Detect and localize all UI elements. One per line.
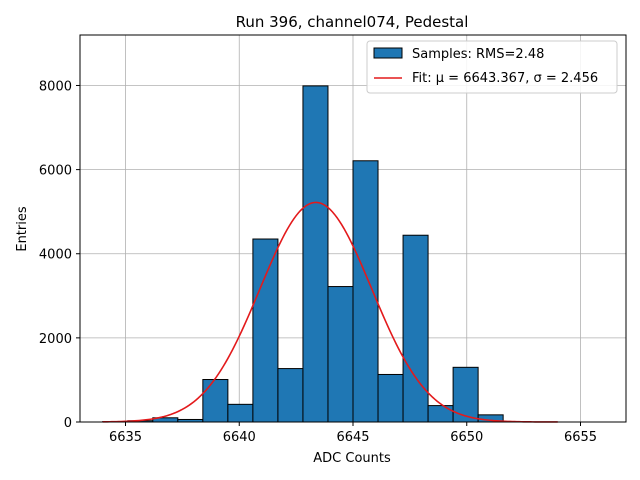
legend-histogram-label: Samples: RMS=2.48 bbox=[412, 47, 544, 62]
histogram-bar bbox=[402, 234, 429, 423]
x-axis-label: ADC Counts bbox=[313, 451, 391, 466]
histogram-bar bbox=[427, 405, 454, 423]
x-axis-ticks: 6635 6640 6645 6650 6655 bbox=[109, 422, 597, 445]
y-tick-label: 6000 bbox=[39, 164, 72, 179]
y-tick-label: 0 bbox=[64, 416, 72, 431]
y-tick-label: 2000 bbox=[39, 332, 72, 347]
histogram-bar bbox=[352, 160, 379, 423]
histogram-bar bbox=[252, 238, 279, 423]
y-axis-label: Entries bbox=[15, 206, 30, 252]
histogram-bar bbox=[452, 366, 479, 423]
legend-box bbox=[366, 40, 618, 94]
fit-curve bbox=[102, 201, 558, 423]
chart-title: Run 396, channel074, Pedestal bbox=[236, 13, 469, 31]
x-tick-label: 6655 bbox=[564, 430, 597, 445]
legend-histogram-swatch bbox=[373, 47, 403, 59]
x-tick-label: 6650 bbox=[450, 430, 483, 445]
y-axis-ticks: 0 2000 4000 6000 8000 bbox=[39, 79, 80, 431]
legend-fit-sep: , bbox=[525, 71, 533, 86]
x-tick-label: 6640 bbox=[223, 430, 256, 445]
histogram-bar bbox=[277, 368, 304, 423]
legend-fit-mu: μ = 6643.367 bbox=[436, 71, 525, 86]
y-tick-label: 8000 bbox=[39, 79, 72, 94]
histogram-bar bbox=[327, 286, 354, 423]
x-tick-label: 6645 bbox=[336, 430, 369, 445]
histogram-bar bbox=[202, 379, 229, 423]
legend: Samples: RMS=2.48 Fit: μ = 6643.367, σ =… bbox=[366, 40, 618, 94]
histogram-bar bbox=[302, 85, 329, 423]
histogram-bar bbox=[227, 403, 254, 423]
histogram-bar bbox=[377, 373, 404, 423]
histogram-bars bbox=[102, 85, 504, 423]
legend-fit-prefix: Fit: bbox=[412, 71, 436, 86]
x-tick-label: 6635 bbox=[109, 430, 142, 445]
legend-fit-label: Fit: μ = 6643.367, σ = 2.456 bbox=[412, 71, 598, 86]
y-tick-label: 4000 bbox=[39, 248, 72, 263]
legend-fit-sigma: σ = 2.456 bbox=[534, 71, 599, 86]
